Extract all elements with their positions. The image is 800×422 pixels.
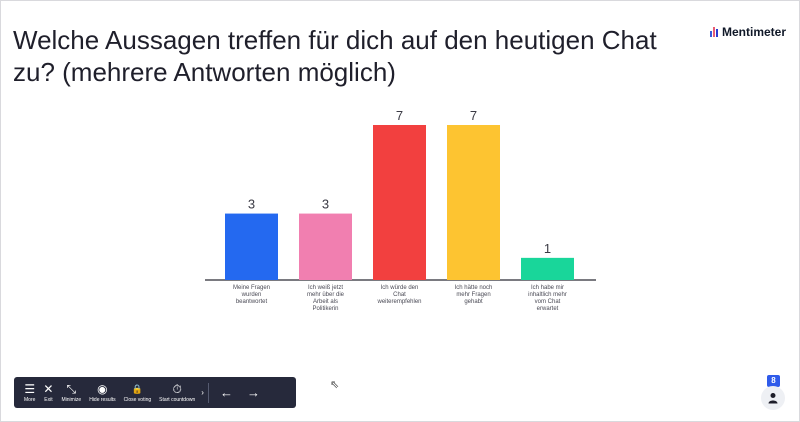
bar-4	[447, 125, 500, 280]
bar-value-label-1: 3	[248, 197, 255, 212]
minimize-icon: ⤡	[66, 381, 77, 396]
bar-value-label-4: 7	[470, 108, 477, 123]
more-label: More	[24, 396, 36, 403]
bar-2	[299, 213, 352, 280]
close-icon: ✕	[43, 381, 54, 396]
start-countdown-label: Start countdown	[159, 396, 196, 403]
category-label-3: Ich würde den Chat weiterempfehlen	[376, 285, 421, 305]
minimize-label: Minimize	[61, 396, 82, 403]
brand-name: Mentimeter	[721, 25, 786, 39]
participant-count-badge: 8	[767, 375, 780, 387]
arrow-right-icon[interactable]: →	[246, 385, 260, 400]
person-icon	[768, 393, 778, 404]
bar-5	[521, 257, 574, 280]
mentimeter-logo-icon	[709, 27, 718, 37]
chevron-right-icon[interactable]: ›	[201, 388, 204, 397]
start-countdown-button[interactable]: ⏱ Start countdown	[155, 377, 199, 408]
exit-label: Exit	[44, 396, 53, 403]
results-bar-chart: 3 Meine Fragen wurden beantwortet 3 Ich weiß …	[205, 108, 596, 312]
participants-button[interactable]	[761, 386, 785, 410]
hide-results-label: Hide results	[89, 396, 116, 403]
category-label-1: Meine Fragen wurden beantwortet	[233, 285, 270, 305]
hide-results-button[interactable]: ◉ Hide results	[85, 377, 119, 408]
bar-value-label-5: 1	[544, 241, 551, 256]
more-button[interactable]: ☰ More	[20, 377, 39, 408]
mouse-cursor-icon: ⇖	[330, 379, 340, 391]
bar-value-label-3: 7	[396, 108, 403, 123]
minimize-button[interactable]: ⤡ Minimize	[57, 377, 85, 408]
category-label-5: Ich habe mir inhaltlich mehr vom Chat erwar…	[528, 285, 567, 312]
close-voting-label: Close voting	[123, 396, 152, 403]
exit-button[interactable]: ✕ Exit	[39, 377, 57, 408]
menu-icon: ☰	[24, 381, 36, 396]
eye-off-icon: ◉	[97, 381, 108, 396]
toolbar-divider	[207, 382, 209, 403]
bar-value-label-2: 3	[322, 197, 329, 212]
category-label-4: Ich hätte noch mehr Fragen gehabt	[455, 285, 493, 305]
arrow-left-icon[interactable]: ←	[219, 385, 233, 400]
bar-3	[373, 125, 426, 280]
timer-icon: ⏱	[172, 381, 182, 396]
close-voting-button[interactable]: 🔒 Close voting	[120, 377, 156, 408]
bar-1	[225, 213, 278, 280]
category-label-2: Ich weiß jetzt mehr über die Arbeit als Pol…	[307, 285, 345, 312]
mentimeter-logo: Mentimeter	[709, 25, 786, 39]
presenter-toolbar: ☰ More ✕ Exit ⤡ Minimize ◉ Hide results …	[14, 377, 296, 408]
question-title: Welche Aussagen treffen für dich auf den…	[13, 25, 657, 87]
lock-icon: 🔒	[131, 383, 143, 394]
